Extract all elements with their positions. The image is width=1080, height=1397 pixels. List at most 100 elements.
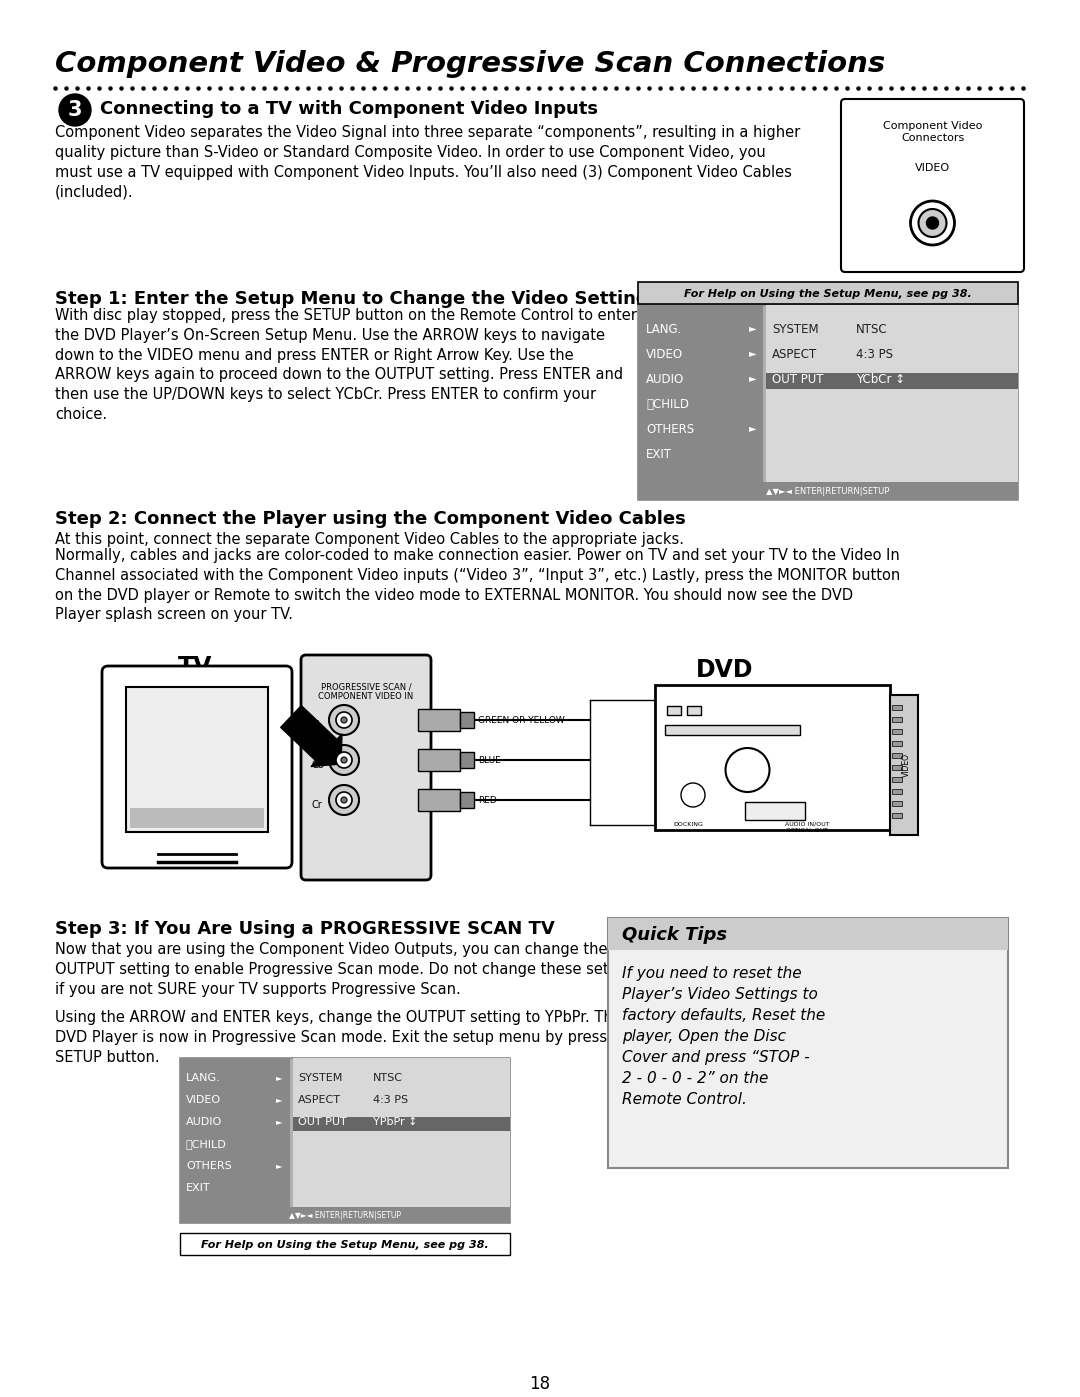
- Bar: [418, 710, 460, 731]
- Text: ASPECT: ASPECT: [298, 1095, 341, 1105]
- Text: VIDEO: VIDEO: [186, 1095, 221, 1105]
- Text: ►: ►: [750, 323, 756, 332]
- Text: ▲▼►◄ ENTER|RETURN|SETUP: ▲▼►◄ ENTER|RETURN|SETUP: [289, 1211, 401, 1221]
- FancyBboxPatch shape: [102, 666, 292, 868]
- Bar: [892, 813, 902, 819]
- Text: ▲▼►◄ ENTER|RETURN|SETUP: ▲▼►◄ ENTER|RETURN|SETUP: [767, 488, 890, 496]
- Bar: [892, 777, 902, 782]
- Bar: [638, 482, 1018, 500]
- Text: With disc play stopped, press the SETUP button on the Remote Control to enter
th: With disc play stopped, press the SETUP …: [55, 307, 637, 422]
- Text: Normally, cables and jacks are color-coded to make connection easier. Power on T: Normally, cables and jacks are color-cod…: [55, 548, 901, 623]
- Text: For Help on Using the Setup Menu, see pg 38.: For Help on Using the Setup Menu, see pg…: [201, 1241, 489, 1250]
- Text: AUDIO: AUDIO: [186, 1118, 222, 1127]
- Text: Connecting to a TV with Component Video Inputs: Connecting to a TV with Component Video …: [100, 101, 598, 117]
- FancyBboxPatch shape: [180, 1234, 510, 1255]
- Text: Quick Tips: Quick Tips: [622, 926, 727, 944]
- Bar: [665, 725, 800, 735]
- Text: ►: ►: [276, 1073, 283, 1083]
- Circle shape: [336, 752, 352, 768]
- Text: EXIT: EXIT: [186, 1183, 211, 1193]
- Text: OUT PUT: OUT PUT: [298, 1118, 347, 1127]
- Text: If you need to reset the
Player’s Video Settings to
factory defaults, Reset the
: If you need to reset the Player’s Video …: [622, 965, 825, 1106]
- Text: ASPECT: ASPECT: [772, 348, 818, 360]
- Text: OTHERS: OTHERS: [646, 423, 694, 436]
- Text: ⒸCHILD: ⒸCHILD: [646, 398, 689, 411]
- Bar: [892, 753, 902, 759]
- Text: Now that you are using the Component Video Outputs, you can change the
OUTPUT se: Now that you are using the Component Vid…: [55, 942, 645, 996]
- Bar: [126, 687, 268, 833]
- Bar: [638, 305, 762, 500]
- Text: ►: ►: [276, 1095, 283, 1104]
- Text: 18: 18: [529, 1375, 551, 1393]
- Text: OTHERS: OTHERS: [186, 1161, 232, 1171]
- Text: ►: ►: [276, 1161, 283, 1171]
- Circle shape: [681, 782, 705, 807]
- Bar: [892, 800, 902, 806]
- Bar: [745, 802, 805, 820]
- Bar: [130, 807, 264, 828]
- Text: GREEN OR YELLOW: GREEN OR YELLOW: [478, 717, 565, 725]
- Text: TV: TV: [178, 655, 212, 679]
- Circle shape: [59, 94, 91, 126]
- Text: OUT PUT: OUT PUT: [772, 373, 824, 386]
- Text: Using the ARROW and ENTER keys, change the OUTPUT setting to YPbPr. The
DVD Play: Using the ARROW and ENTER keys, change t…: [55, 1010, 659, 1065]
- FancyBboxPatch shape: [301, 655, 431, 880]
- Text: PROGRESSIVE SCAN /
COMPONENT VIDEO IN: PROGRESSIVE SCAN / COMPONENT VIDEO IN: [319, 682, 414, 701]
- Text: For Help on Using the Setup Menu, see pg 38.: For Help on Using the Setup Menu, see pg…: [684, 289, 972, 299]
- Text: Y: Y: [312, 719, 318, 731]
- Text: RED: RED: [478, 796, 497, 805]
- Bar: [180, 1058, 291, 1222]
- Text: At this point, connect the separate Component Video Cables to the appropriate ja: At this point, connect the separate Comp…: [55, 532, 684, 548]
- Circle shape: [329, 785, 359, 814]
- Bar: [418, 789, 460, 812]
- FancyArrow shape: [281, 705, 342, 767]
- Bar: [293, 1058, 510, 1222]
- Circle shape: [336, 712, 352, 728]
- Circle shape: [341, 717, 347, 724]
- Bar: [892, 705, 902, 710]
- Text: LANG.: LANG.: [186, 1073, 220, 1083]
- Text: SYSTEM: SYSTEM: [772, 323, 819, 337]
- Circle shape: [726, 747, 769, 792]
- Text: ►: ►: [750, 348, 756, 358]
- Text: YPbPr ↕: YPbPr ↕: [373, 1118, 418, 1127]
- Text: ►: ►: [750, 423, 756, 433]
- Circle shape: [918, 210, 946, 237]
- Text: DVD: DVD: [697, 658, 754, 682]
- Bar: [687, 705, 701, 715]
- Bar: [766, 305, 1018, 500]
- Text: AUDIO: AUDIO: [646, 373, 685, 386]
- Bar: [460, 792, 474, 807]
- Text: YCbCr ↕: YCbCr ↕: [856, 373, 905, 386]
- Text: Step 3: If You Are Using a PROGRESSIVE SCAN TV: Step 3: If You Are Using a PROGRESSIVE S…: [55, 921, 555, 937]
- Text: EXIT: EXIT: [646, 448, 672, 461]
- Text: SYSTEM: SYSTEM: [298, 1073, 342, 1083]
- Bar: [892, 729, 902, 733]
- Bar: [892, 740, 902, 746]
- Text: NTSC: NTSC: [856, 323, 888, 337]
- Text: Step 2: Connect the Player using the Component Video Cables: Step 2: Connect the Player using the Com…: [55, 510, 686, 528]
- Bar: [460, 712, 474, 728]
- Bar: [293, 1118, 510, 1132]
- Text: LANG.: LANG.: [646, 323, 683, 337]
- Text: Cb: Cb: [312, 760, 325, 770]
- Bar: [667, 705, 681, 715]
- Bar: [608, 918, 1008, 1168]
- Text: ►: ►: [276, 1118, 283, 1126]
- Bar: [892, 766, 902, 770]
- Bar: [180, 1058, 510, 1222]
- Text: NTSC: NTSC: [373, 1073, 403, 1083]
- Bar: [180, 1207, 510, 1222]
- Text: AUDIO IN/OUT
OPTICAL OUT: AUDIO IN/OUT OPTICAL OUT: [785, 821, 829, 833]
- Text: 3: 3: [68, 101, 82, 120]
- Bar: [608, 918, 1008, 950]
- Bar: [892, 789, 902, 793]
- Bar: [638, 305, 1018, 500]
- Circle shape: [341, 798, 347, 803]
- Circle shape: [329, 745, 359, 775]
- Text: Component Video
Connectors: Component Video Connectors: [882, 122, 982, 142]
- Text: VIDEO: VIDEO: [902, 753, 910, 777]
- Circle shape: [336, 792, 352, 807]
- Text: Cr: Cr: [312, 800, 323, 810]
- Bar: [890, 694, 918, 835]
